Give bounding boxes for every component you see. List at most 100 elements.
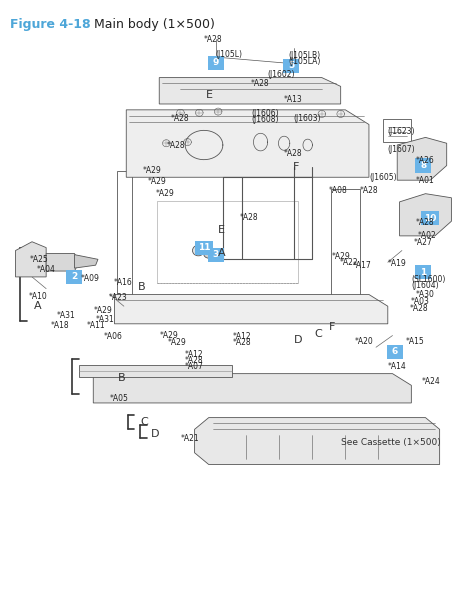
Text: *A29: *A29 — [147, 177, 166, 187]
Text: E: E — [206, 90, 213, 100]
Text: *A04: *A04 — [36, 266, 55, 274]
Text: *A18: *A18 — [50, 321, 69, 330]
Text: 2: 2 — [71, 273, 78, 282]
Text: *A06: *A06 — [104, 332, 123, 341]
Text: *A03: *A03 — [410, 297, 429, 306]
Text: *A19: *A19 — [388, 259, 407, 268]
Text: *A27: *A27 — [414, 239, 433, 247]
Text: E: E — [218, 225, 225, 235]
FancyBboxPatch shape — [208, 247, 224, 262]
Text: (J1623): (J1623) — [388, 127, 415, 136]
Text: *A31: *A31 — [57, 310, 76, 319]
Text: *A15: *A15 — [406, 337, 424, 346]
Text: *A10: *A10 — [29, 292, 47, 301]
Bar — [383, 118, 411, 142]
Polygon shape — [159, 78, 341, 104]
Text: F: F — [329, 322, 335, 332]
FancyBboxPatch shape — [283, 59, 299, 73]
Text: *A31: *A31 — [96, 315, 114, 324]
FancyBboxPatch shape — [421, 211, 439, 226]
Polygon shape — [93, 373, 411, 403]
Text: *A12: *A12 — [232, 332, 251, 341]
Bar — [157, 201, 298, 283]
Bar — [117, 171, 132, 306]
Text: *A28: *A28 — [232, 338, 251, 347]
Polygon shape — [400, 194, 451, 236]
Text: *A28: *A28 — [184, 356, 203, 365]
Text: *A28: *A28 — [166, 141, 185, 150]
Polygon shape — [115, 294, 388, 324]
Polygon shape — [397, 137, 447, 180]
Text: Main body (1×500): Main body (1×500) — [86, 18, 215, 31]
Text: 1: 1 — [420, 268, 426, 277]
Text: C: C — [315, 329, 322, 339]
Text: *A16: *A16 — [114, 278, 132, 287]
Text: F: F — [292, 162, 299, 172]
Text: *A13: *A13 — [284, 95, 303, 104]
Text: *A30: *A30 — [416, 290, 435, 299]
Text: D: D — [151, 429, 160, 439]
Text: *A11: *A11 — [87, 321, 106, 330]
Text: *A25: *A25 — [30, 255, 48, 264]
Text: *A29: *A29 — [159, 331, 178, 340]
Text: Figure 4-18: Figure 4-18 — [10, 18, 91, 31]
Text: *A14: *A14 — [388, 362, 407, 370]
FancyBboxPatch shape — [66, 270, 82, 284]
Text: C: C — [140, 416, 148, 426]
Text: *A29: *A29 — [156, 189, 175, 198]
Text: *A28: *A28 — [284, 149, 303, 158]
Text: (J105LB): (J105LB) — [289, 51, 321, 60]
Polygon shape — [74, 254, 98, 268]
FancyBboxPatch shape — [195, 240, 213, 254]
Text: 9: 9 — [213, 58, 219, 68]
Text: *A26: *A26 — [416, 156, 435, 166]
Text: 11: 11 — [198, 243, 210, 252]
Text: *A28: *A28 — [410, 304, 428, 313]
Polygon shape — [126, 110, 369, 177]
Text: *A12: *A12 — [184, 350, 203, 359]
Text: *A29: *A29 — [331, 252, 350, 261]
Text: *A20: *A20 — [355, 337, 374, 346]
Text: *A29: *A29 — [168, 338, 187, 347]
Bar — [218, 435, 426, 459]
Text: A: A — [34, 301, 41, 311]
Polygon shape — [195, 418, 439, 465]
Text: A: A — [218, 249, 226, 259]
Text: 6: 6 — [392, 348, 398, 356]
Text: (J1606): (J1606) — [251, 110, 279, 118]
Text: *A28: *A28 — [359, 186, 378, 194]
Text: (J1603): (J1603) — [293, 114, 321, 123]
Text: *A24: *A24 — [422, 377, 441, 386]
Text: D: D — [293, 335, 302, 345]
Text: *A28: *A28 — [204, 35, 223, 44]
Text: 8: 8 — [420, 161, 426, 170]
Text: (J1602): (J1602) — [268, 70, 295, 79]
Polygon shape — [46, 253, 79, 271]
Ellipse shape — [192, 245, 204, 256]
Text: *A21: *A21 — [181, 434, 199, 442]
Text: (SL1600): (SL1600) — [411, 274, 446, 284]
Text: *A28: *A28 — [251, 79, 270, 88]
Ellipse shape — [203, 249, 214, 258]
Text: (J1604): (J1604) — [411, 280, 439, 290]
Polygon shape — [16, 241, 46, 277]
FancyBboxPatch shape — [208, 56, 224, 70]
Text: 3: 3 — [213, 250, 219, 259]
Text: *A22: *A22 — [340, 258, 358, 267]
Text: (J1607): (J1607) — [388, 145, 415, 154]
Text: *A08: *A08 — [329, 186, 347, 194]
Text: *A01: *A01 — [416, 176, 435, 185]
Polygon shape — [79, 365, 232, 376]
Text: (J105L): (J105L) — [216, 49, 243, 59]
Text: *A29: *A29 — [93, 306, 112, 316]
Text: 10: 10 — [424, 214, 437, 223]
Text: B: B — [138, 282, 146, 292]
FancyBboxPatch shape — [415, 265, 431, 279]
Text: *A02: *A02 — [418, 231, 436, 240]
Text: *A17: *A17 — [353, 261, 371, 270]
Text: *A29: *A29 — [143, 166, 162, 175]
Text: *A09: *A09 — [81, 274, 100, 283]
Text: *A28: *A28 — [171, 114, 190, 123]
Bar — [331, 189, 359, 300]
Text: 5: 5 — [288, 61, 294, 70]
